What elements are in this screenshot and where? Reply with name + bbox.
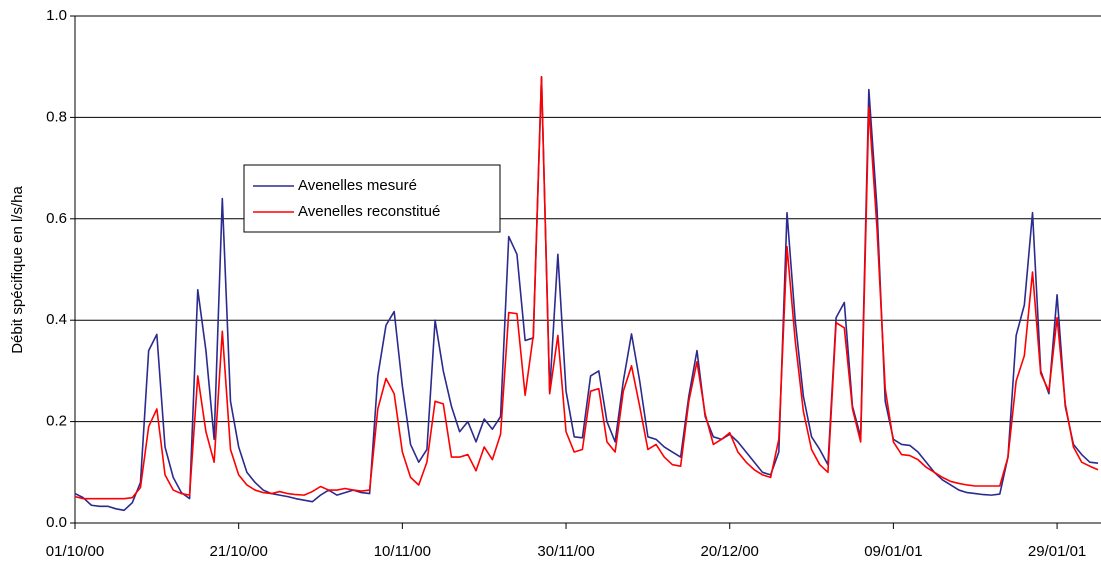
y-tick-label: 1.0 (46, 7, 67, 24)
legend-label: Avenelles reconstitué (298, 203, 440, 220)
legend-box (243, 164, 501, 233)
legend: Avenelles mesuré Avenelles reconstitué (243, 164, 501, 233)
y-tick-label: 0.6 (46, 210, 67, 227)
y-axis-label: Débit spécifique en l/s/ha (9, 186, 26, 354)
legend-label: Avenelles mesuré (298, 177, 417, 194)
y-tick-label: 0.0 (46, 514, 67, 531)
data-line (74, 76, 1099, 512)
x-tick-label: 01/10/00 (46, 543, 104, 560)
y-tick-label: 0.8 (46, 108, 67, 125)
y-tick-label: 0.4 (46, 311, 67, 328)
y-tick-label: 0.2 (46, 413, 67, 430)
x-tick-label: 10/11/00 (374, 543, 431, 560)
x-tick-label: 09/01/01 (864, 543, 922, 560)
x-tick-label: 20/12/00 (701, 543, 759, 560)
x-tick-label: 29/01/01 (1028, 543, 1086, 560)
data-line (74, 76, 1099, 500)
x-tick-label: 30/11/00 (537, 543, 594, 560)
x-tick-label: 21/10/00 (209, 543, 267, 560)
